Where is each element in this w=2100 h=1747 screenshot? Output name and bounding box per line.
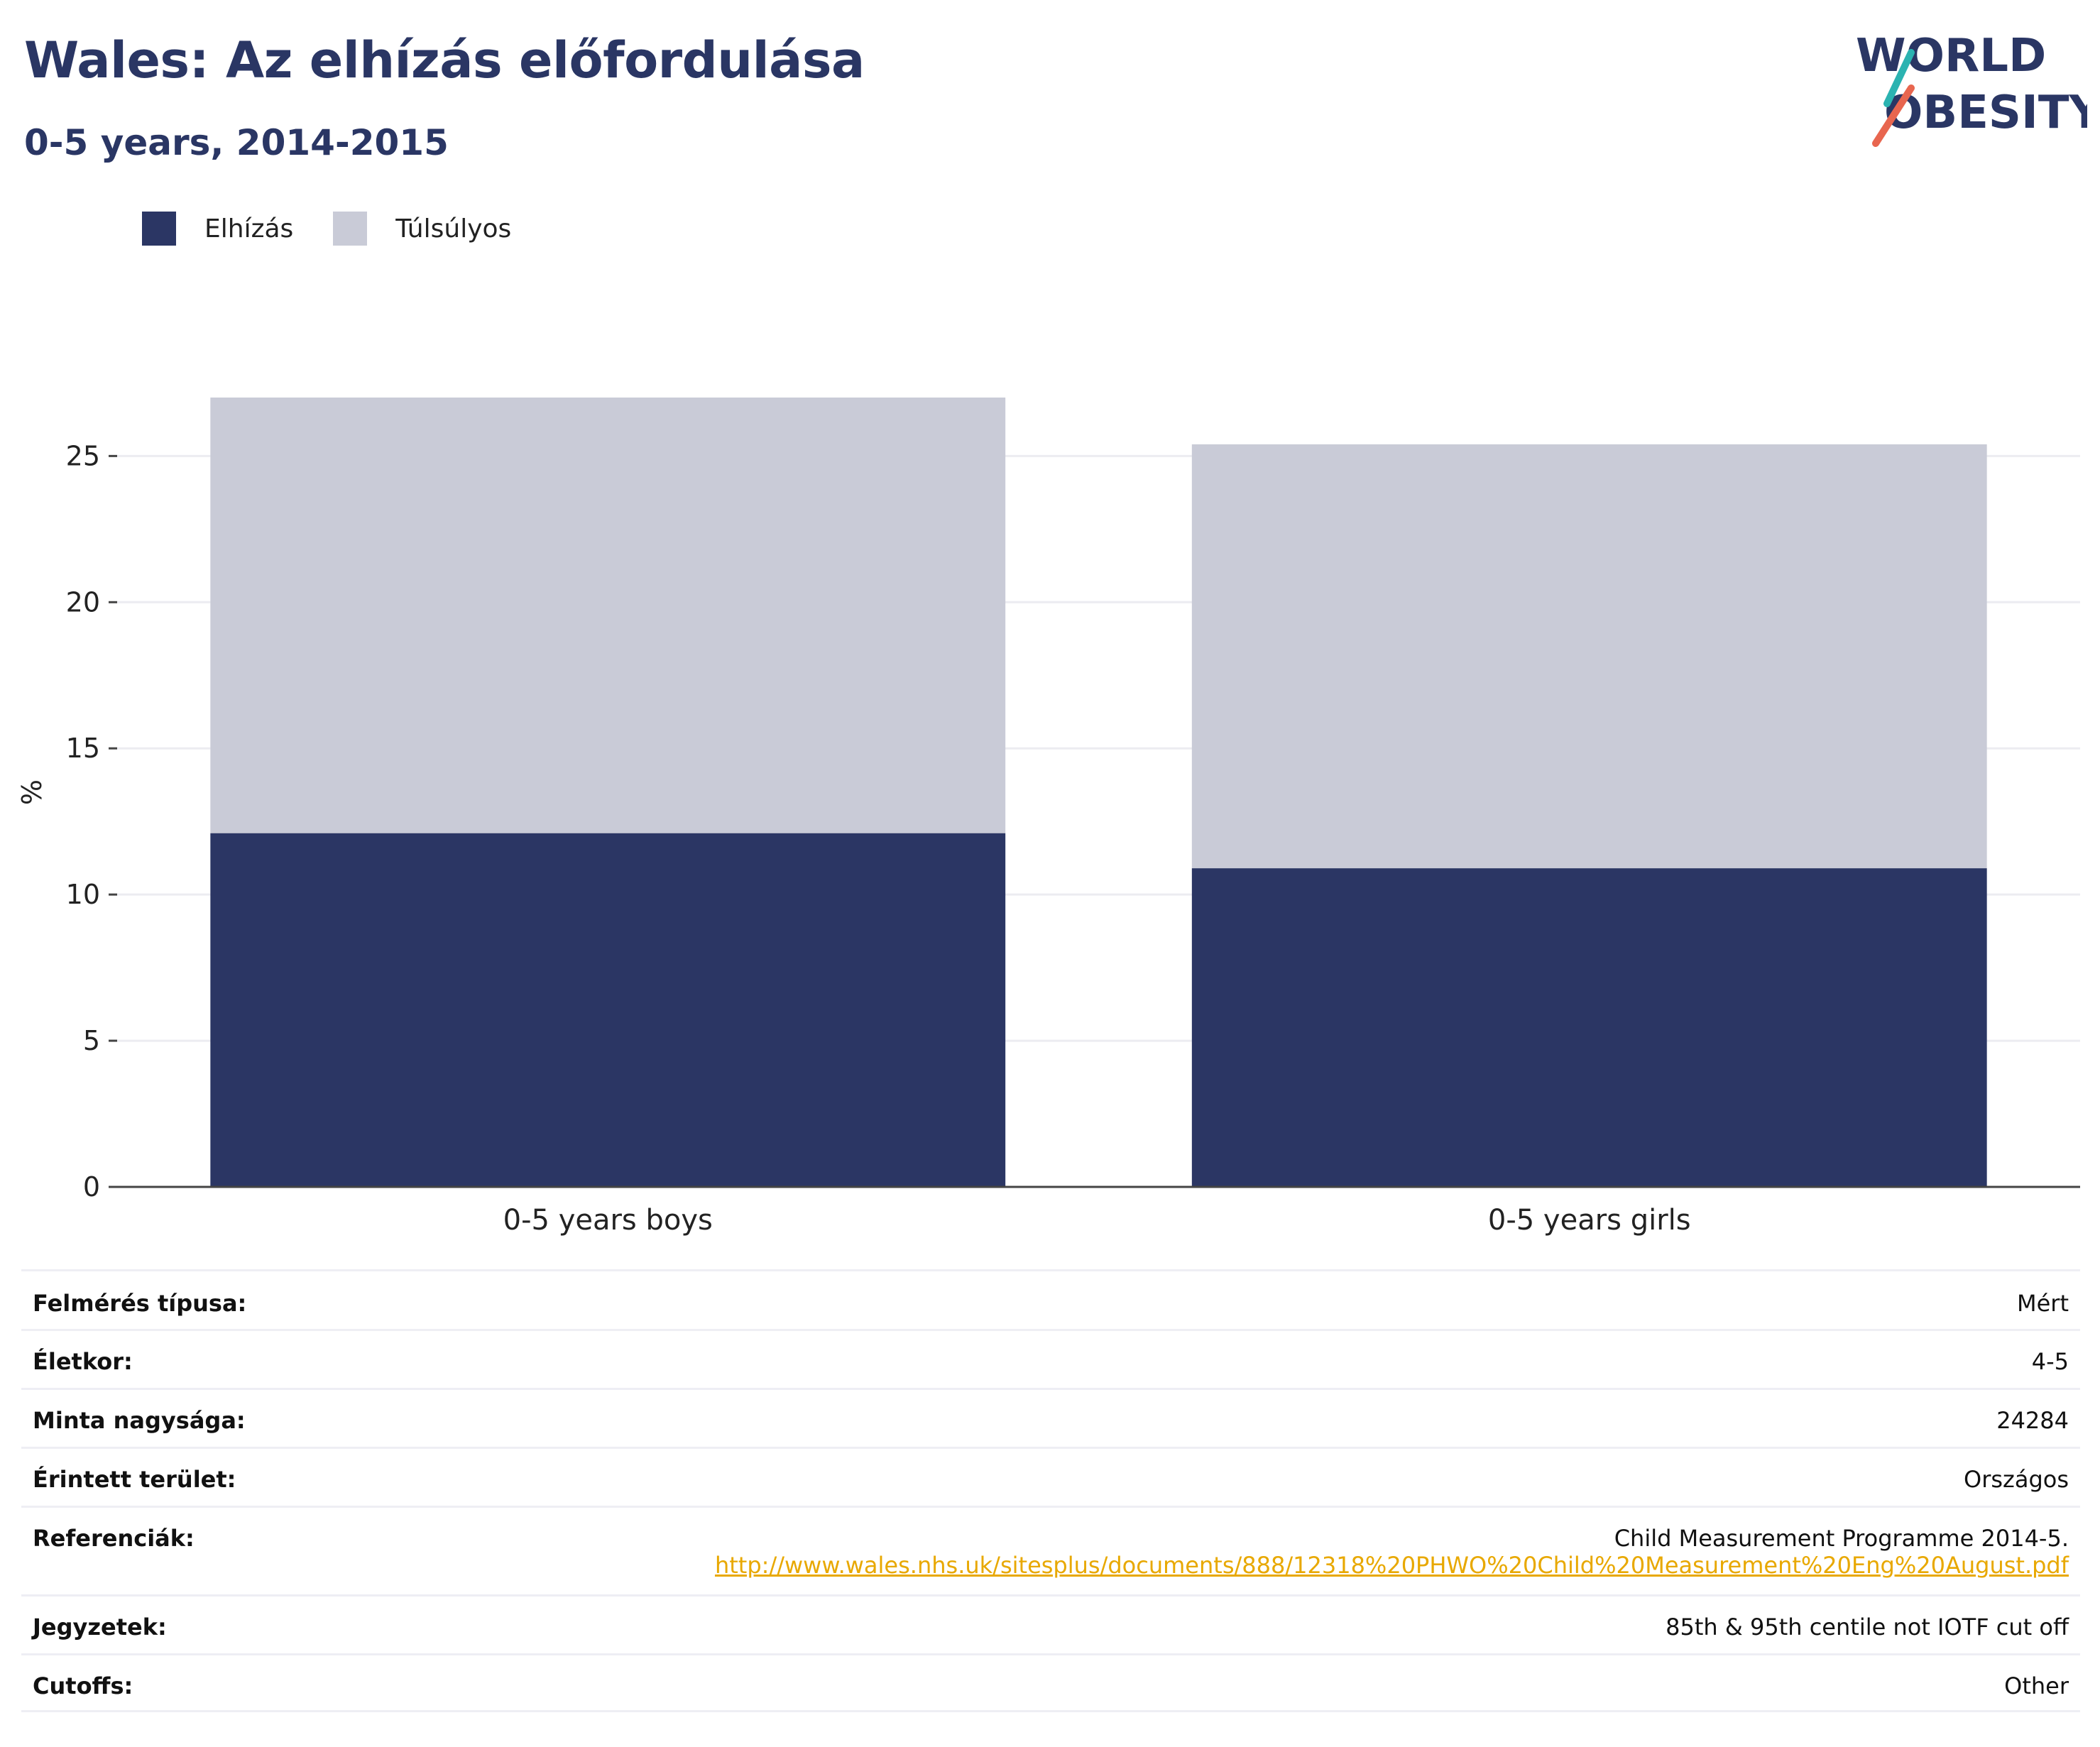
info-key: Életkor: [33, 1348, 133, 1375]
info-value: Other [2004, 1672, 2069, 1699]
y-tick-labels: 0 5 10 15 20 25 [66, 440, 117, 1203]
info-row: Jegyzetek: 85th & 95th centile not IOTF … [21, 1594, 2080, 1653]
y-tick-label: 5 [83, 1025, 100, 1056]
info-table: Felmérés típusa: Mért Életkor: 4-5 Minta… [21, 1269, 2080, 1712]
bar-segment-elhizas[interactable] [210, 833, 1006, 1187]
chart-subtitle: 0-5 years, 2014-2015 [24, 122, 449, 163]
info-row: Érintett terület: Országos [21, 1447, 2080, 1506]
y-tick-label: 15 [66, 733, 100, 764]
legend-swatch-elhizas [142, 212, 176, 246]
bar-segment-elhizas[interactable] [1191, 868, 1987, 1187]
reference-text: Child Measurement Programme 2014-5. [1614, 1525, 2069, 1552]
bar-segment-tulsulyos[interactable] [1191, 444, 1987, 869]
info-key: Minta nagysága: [33, 1407, 246, 1434]
info-value: Child Measurement Programme 2014-5. http… [715, 1525, 2069, 1579]
svg-text:OBESITY: OBESITY [1884, 87, 2087, 139]
y-tick-label: 20 [66, 586, 100, 618]
legend-label-tulsulyos: Túlsúlyos [395, 214, 512, 243]
y-tick-label: 0 [83, 1171, 100, 1203]
x-tick-label: 0-5 years boys [503, 1204, 713, 1237]
x-tick-label: 0-5 years girls [1488, 1204, 1691, 1237]
info-value: 85th & 95th centile not IOTF cut off [1666, 1614, 2069, 1641]
world-obesity-logo: WORLD OBESITY [1856, 30, 2087, 147]
info-key: Referenciák: [33, 1525, 195, 1552]
info-row: Cutoffs: Other [21, 1653, 2080, 1712]
info-key: Érintett terület: [33, 1466, 236, 1493]
legend-item-tulsulyos[interactable]: Túlsúlyos [333, 212, 511, 246]
chart-title: Wales: Az elhízás előfordulása [24, 31, 865, 89]
chart-legend: Elhízás Túlsúlyos [142, 212, 551, 246]
stacked-bar-chart: 0 5 10 15 20 25 0-5 years boys 0-5 years girls… [16, 398, 2080, 1237]
legend-label-elhizas: Elhízás [204, 214, 294, 243]
bars [210, 398, 1987, 1187]
info-row: Referenciák: Child Measurement Programme… [21, 1506, 2080, 1594]
y-tick-label: 25 [66, 440, 100, 471]
info-key: Felmérés típusa: [33, 1290, 247, 1317]
info-value: 4-5 [2031, 1348, 2069, 1375]
info-row: Életkor: 4-5 [21, 1329, 2080, 1388]
info-key: Jegyzetek: [33, 1614, 167, 1641]
info-value: Országos [1964, 1466, 2069, 1493]
legend-swatch-tulsulyos [333, 212, 368, 246]
reference-link[interactable]: http://www.wales.nhs.uk/sitesplus/docume… [714, 1552, 2069, 1579]
info-key: Cutoffs: [33, 1672, 133, 1699]
y-tick-label: 10 [66, 879, 100, 910]
info-row: Minta nagysága: 24284 [21, 1388, 2080, 1447]
y-axis-label: % [16, 779, 48, 805]
legend-item-elhizas[interactable]: Elhízás [142, 212, 293, 246]
x-tick-labels: 0-5 years boys 0-5 years girls [503, 1204, 1691, 1237]
info-value: Mért [2017, 1290, 2069, 1317]
info-value: 24284 [1996, 1407, 2069, 1434]
svg-text:WORLD: WORLD [1856, 30, 2046, 82]
bar-segment-tulsulyos[interactable] [210, 398, 1006, 833]
info-row: Felmérés típusa: Mért [21, 1269, 2080, 1329]
